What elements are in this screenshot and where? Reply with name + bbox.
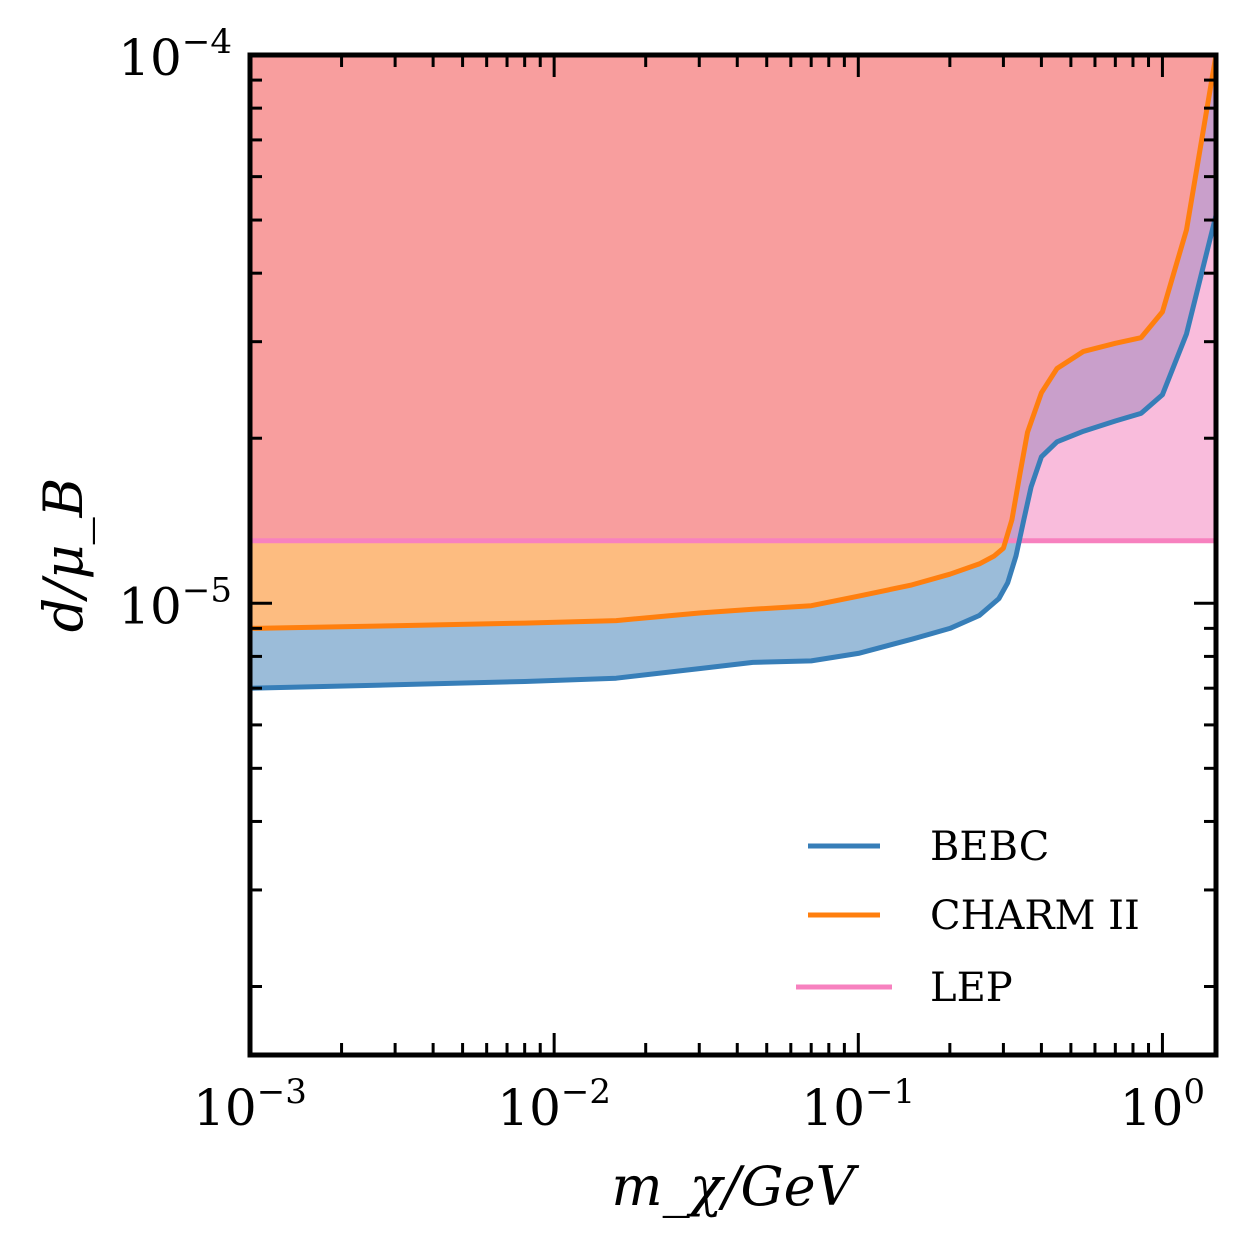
fill-layer [250,55,1216,689]
line-layer [250,55,1216,691]
y-tick-label: 10−4 [118,22,232,87]
x-axis-label: m_χ/GeV [611,1155,859,1218]
x-tick-labels: 10−3 10−2 10−1 100 [193,1072,1205,1137]
legend-label-charm-ii: CHARM II [930,893,1140,939]
x-tick-label: 10−2 [497,1072,611,1137]
x-tick-label: 10−1 [801,1072,915,1137]
y-tick-label: 10−5 [118,570,232,635]
y-tick-labels: 10−5 10−4 [118,22,232,635]
charm-line [250,55,1216,631]
bebc-lep-overlap-region [1005,55,1216,541]
plot-frame [247,52,1219,1058]
y-axis-label: d/μ_B [32,478,95,633]
legend: BEBC CHARM II LEP [796,824,1140,1011]
x-tick-label: 100 [1120,1072,1205,1137]
bebc-line [250,214,1216,691]
all-overlap-region [250,55,1216,541]
legend-label-lep: LEP [930,965,1013,1011]
x-tick-label: 10−3 [193,1072,307,1137]
legend-label-bebc: BEBC [930,824,1049,870]
